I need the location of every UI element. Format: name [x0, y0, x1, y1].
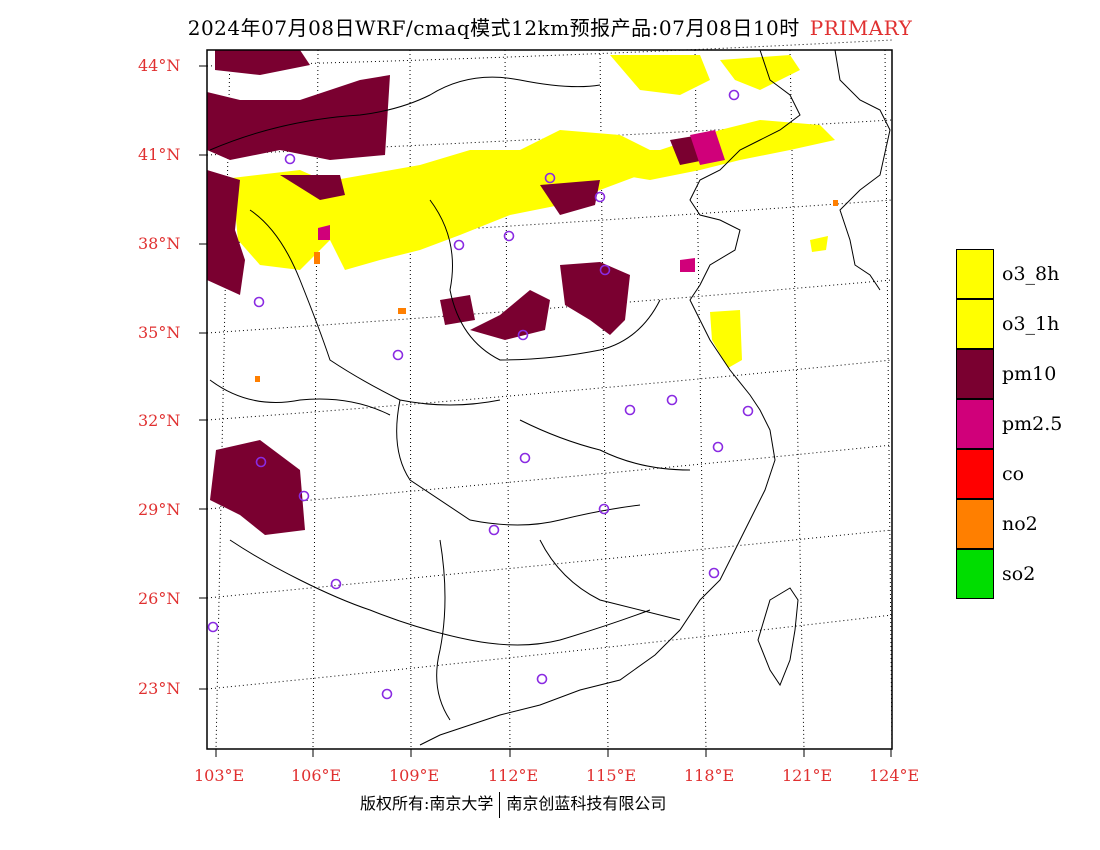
- legend-label: co: [1002, 463, 1025, 485]
- station-marker: [598, 503, 610, 515]
- no2-regions: [255, 200, 838, 382]
- station-marker: [666, 394, 678, 406]
- lat-label: 41°N: [138, 145, 181, 164]
- station-marker: [253, 296, 265, 308]
- lon-label: 106°E: [291, 766, 342, 785]
- station-marker: [599, 264, 611, 276]
- legend-swatch: [956, 349, 994, 399]
- station-marker: [453, 239, 465, 251]
- station-marker: [536, 673, 548, 685]
- station-marker: [298, 490, 310, 502]
- plot-frame: [206, 49, 893, 750]
- station-marker: [330, 578, 342, 590]
- station-marker: [517, 329, 529, 341]
- footer-right: 南京创蓝科技有限公司: [506, 794, 667, 813]
- pm10-regions: [207, 50, 705, 535]
- station-marker: [742, 405, 754, 417]
- lat-label: 38°N: [138, 234, 181, 253]
- legend-swatch: [956, 449, 994, 499]
- station-marker: [624, 404, 636, 416]
- chart-title: 2024年07月08日WRF/cmaq模式12km预报产品:07月08日10时 P…: [0, 12, 1100, 41]
- tick-marks: [199, 65, 892, 757]
- station-marker: [708, 567, 720, 579]
- legend-swatch: [956, 499, 994, 549]
- legend-label: pm2.5: [1002, 413, 1063, 435]
- station-marker: [392, 349, 404, 361]
- legend-label: so2: [1002, 563, 1036, 585]
- lat-label: 29°N: [138, 500, 181, 519]
- legend-swatch: [956, 249, 994, 299]
- copyright-footer: 版权所有:南京大学 南京创蓝科技有限公司: [360, 790, 666, 818]
- legend-label: o3_8h: [1002, 263, 1060, 285]
- lon-label: 118°E: [684, 766, 735, 785]
- lat-label: 35°N: [138, 323, 181, 342]
- lon-label: 112°E: [488, 766, 539, 785]
- lon-label: 109°E: [389, 766, 440, 785]
- lon-label: 103°E: [194, 766, 245, 785]
- title-tag: PRIMARY: [809, 16, 913, 40]
- footer-left: 版权所有:南京大学: [360, 794, 494, 813]
- lat-label: 32°N: [138, 411, 181, 430]
- legend-label: o3_1h: [1002, 313, 1060, 335]
- station-marker: [594, 191, 606, 203]
- title-main: 2024年07月08日WRF/cmaq模式12km预报产品:07月08日10时: [187, 16, 800, 40]
- lon-label: 121°E: [782, 766, 833, 785]
- station-marker: [284, 153, 296, 165]
- lat-label: 44°N: [138, 56, 181, 75]
- station-marker: [712, 441, 724, 453]
- station-marker: [207, 621, 219, 633]
- lon-label: 115°E: [586, 766, 637, 785]
- lat-label: 23°N: [138, 679, 181, 698]
- footer-separator: [499, 791, 501, 818]
- station-marker: [728, 89, 740, 101]
- legend-label: no2: [1002, 513, 1038, 535]
- lat-label: 26°N: [138, 589, 181, 608]
- legend-swatch: [956, 399, 994, 449]
- station-marker: [503, 230, 515, 242]
- legend-swatch: [956, 299, 994, 349]
- lon-label: 124°E: [869, 766, 920, 785]
- legend-label: pm10: [1002, 363, 1057, 385]
- boundaries: [209, 49, 891, 746]
- station-markers: [207, 89, 754, 700]
- station-marker: [255, 456, 267, 468]
- station-marker: [519, 452, 531, 464]
- station-marker: [488, 524, 500, 536]
- pm25-regions: [318, 130, 725, 272]
- station-marker: [544, 172, 556, 184]
- legend-swatch: [956, 549, 994, 599]
- station-marker: [381, 688, 393, 700]
